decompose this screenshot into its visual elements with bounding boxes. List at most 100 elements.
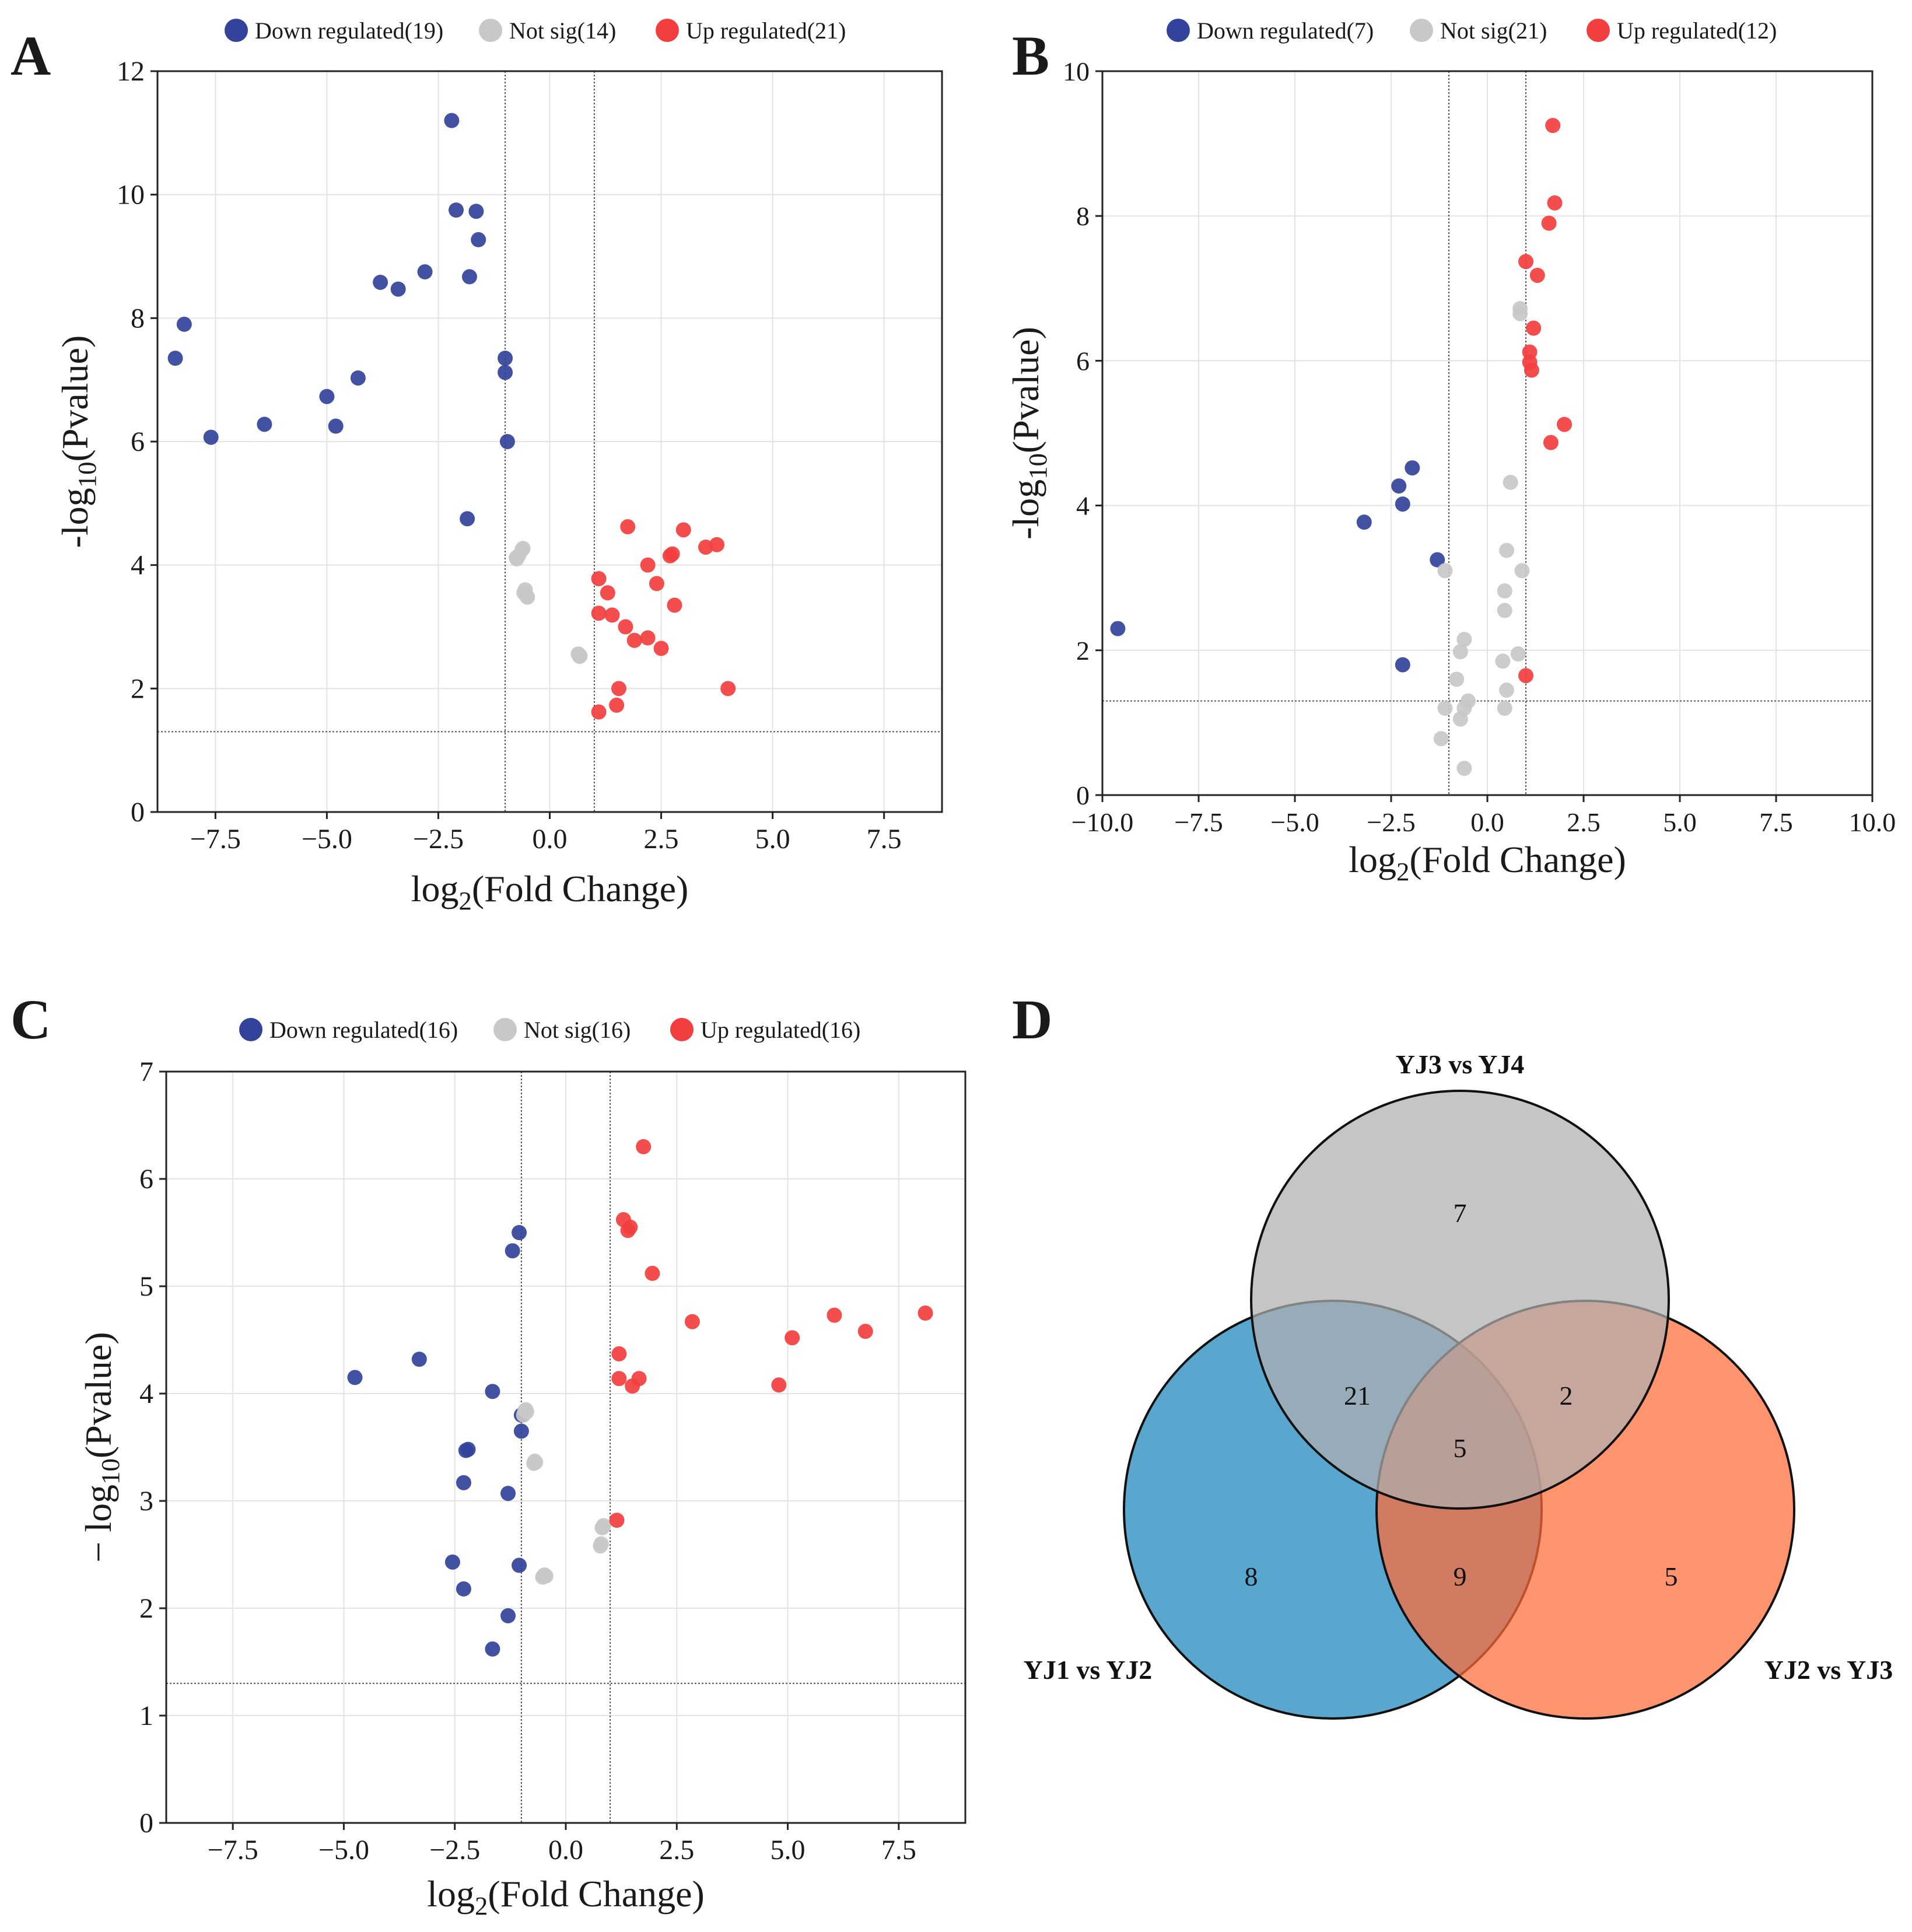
- legend-label: Up regulated(16): [701, 1017, 860, 1043]
- y-tick-label: 1: [139, 1700, 153, 1731]
- x-tick-label: −5.0: [318, 1835, 369, 1866]
- data-point-down-regulated: [513, 1423, 529, 1439]
- data-point-down-regulated: [390, 281, 406, 297]
- data-point-down-regulated: [512, 1225, 527, 1240]
- x-tick-label: −5.0: [1270, 807, 1319, 837]
- data-point-up-regulated: [609, 697, 625, 713]
- data-point-not-sig: [593, 1538, 608, 1554]
- data-point-down-regulated: [512, 1558, 527, 1573]
- data-point-up-regulated: [720, 681, 736, 696]
- x-tick-label: 7.5: [1759, 807, 1793, 837]
- y-tick-label: 2: [131, 673, 145, 704]
- data-point-down-regulated: [1395, 496, 1410, 512]
- panel-label-a: A: [10, 24, 51, 87]
- legend-marker: [1410, 19, 1433, 42]
- venn-set-label-yj3-yj4: YJ3 vs YJ4: [1396, 1049, 1525, 1079]
- data-point-up-regulated: [1529, 267, 1545, 283]
- data-point-down-regulated: [1110, 621, 1126, 636]
- y-tick-label: 8: [131, 303, 145, 334]
- data-point-up-regulated: [625, 1378, 640, 1394]
- data-point-not-sig: [1503, 474, 1518, 490]
- legend-marker: [493, 1018, 517, 1041]
- data-point-up-regulated: [918, 1306, 933, 1321]
- y-tick-label: 2: [1076, 636, 1090, 666]
- x-tick-label: 7.5: [867, 824, 902, 855]
- data-point-up-regulated: [1541, 215, 1557, 231]
- data-point-down-regulated: [461, 269, 477, 285]
- data-point-down-regulated: [498, 351, 513, 366]
- x-tick-label: 7.5: [881, 1835, 916, 1866]
- data-point-up-regulated: [857, 1324, 873, 1339]
- legend-label: Not sig(16): [524, 1017, 631, 1043]
- data-point-down-regulated: [456, 1475, 471, 1490]
- data-point-down-regulated: [444, 1554, 460, 1570]
- data-point-up-regulated: [645, 1265, 660, 1281]
- venn-circle-yj3-yj4: [1250, 1090, 1670, 1510]
- legend-label: Up regulated(21): [686, 18, 846, 44]
- data-point-not-sig: [1437, 701, 1453, 716]
- venn-count-yj34-yj23: 2: [1560, 1381, 1573, 1410]
- data-point-up-regulated: [604, 607, 620, 623]
- venn-count-yj34-yj12: 21: [1344, 1381, 1371, 1410]
- data-point-down-regulated: [1356, 514, 1372, 530]
- data-point-down-regulated: [411, 1352, 427, 1367]
- y-tick-label: 4: [131, 550, 145, 581]
- y-tick-label: 4: [1076, 491, 1090, 521]
- data-point-down-regulated: [1405, 460, 1420, 476]
- venn-count-all: 5: [1454, 1433, 1467, 1463]
- data-point-up-regulated: [591, 570, 607, 586]
- data-point-up-regulated: [591, 704, 607, 720]
- data-point-not-sig: [514, 542, 530, 558]
- x-tick-label: 2.5: [1567, 807, 1601, 837]
- y-tick-label: 4: [139, 1378, 153, 1409]
- data-point-down-regulated: [500, 1608, 516, 1623]
- data-point-up-regulated: [620, 519, 636, 535]
- x-tick-label: 0.0: [1470, 807, 1504, 837]
- data-point-down-regulated: [444, 113, 460, 128]
- data-point-up-regulated: [1543, 435, 1559, 450]
- y-tick-label: 0: [139, 1808, 153, 1839]
- y-tick-label: 8: [1076, 201, 1090, 231]
- venn-count-yj12-only: 8: [1245, 1562, 1258, 1591]
- legend-label: Up regulated(12): [1617, 18, 1777, 44]
- data-point-up-regulated: [675, 522, 691, 538]
- data-point-up-regulated: [1518, 668, 1533, 684]
- legend-marker: [239, 1018, 262, 1041]
- x-tick-label: −2.5: [413, 824, 464, 855]
- data-point-down-regulated: [167, 351, 183, 366]
- data-point-up-regulated: [640, 557, 656, 573]
- y-tick-label: 6: [1076, 346, 1090, 376]
- volcano-plot-c: −7.5 −5.0 −2.5 0.0 2.5 5.0 7.5 0 1 2 3 4 5 6 7 log2(Fol…: [78, 1017, 966, 1920]
- data-point-up-regulated: [1526, 320, 1542, 336]
- y-axis-label: − log10(Pvalue): [78, 1332, 125, 1562]
- x-tick-label: −10.0: [1071, 807, 1133, 837]
- data-point-down-regulated: [456, 1581, 471, 1597]
- data-point-up-regulated: [785, 1330, 800, 1346]
- data-point-up-regulated: [1524, 362, 1539, 378]
- data-point-up-regulated: [653, 640, 669, 656]
- data-point-up-regulated: [636, 1139, 652, 1154]
- data-point-up-regulated: [709, 537, 725, 552]
- data-point-down-regulated: [485, 1384, 500, 1399]
- x-tick-label: −7.5: [208, 1835, 258, 1866]
- data-point-not-sig: [1512, 306, 1528, 321]
- data-point-down-regulated: [505, 1243, 520, 1259]
- data-point-up-regulated: [1547, 195, 1563, 211]
- y-tick-label: 10: [117, 180, 145, 211]
- data-point-down-regulated: [460, 1441, 476, 1457]
- legend-marker: [479, 19, 502, 42]
- data-point-not-sig: [517, 1403, 533, 1419]
- y-tick-label: 0: [1076, 780, 1090, 810]
- data-point-down-regulated: [1395, 657, 1410, 673]
- x-tick-label: 0.0: [533, 824, 568, 855]
- data-point-up-regulated: [611, 681, 626, 696]
- data-point-down-regulated: [373, 274, 388, 290]
- data-point-not-sig: [1497, 701, 1512, 716]
- x-tick-label: 2.5: [644, 824, 679, 855]
- venn-set-label-yj1-yj2: YJ1 vs YJ2: [1024, 1655, 1153, 1685]
- venn-set-label-yj2-yj3: YJ2 vs YJ3: [1764, 1655, 1893, 1685]
- x-tick-label: 0.0: [548, 1835, 583, 1866]
- data-point-down-regulated: [498, 365, 513, 380]
- data-point-not-sig: [519, 588, 534, 604]
